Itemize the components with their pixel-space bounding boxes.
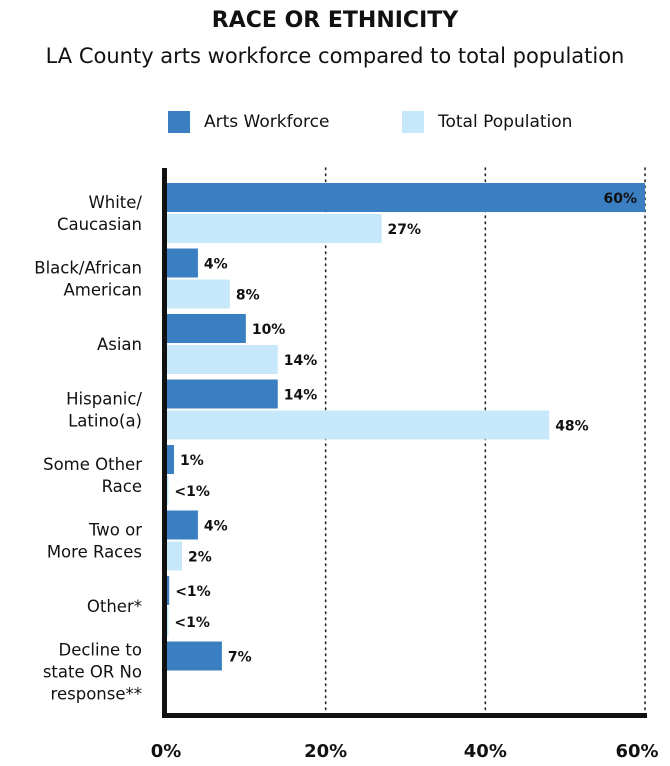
chart-subtitle: LA County arts workforce compared to tot… xyxy=(45,44,625,68)
category-label: Other* xyxy=(87,597,142,616)
data-label: 4% xyxy=(204,257,228,273)
bar-arts-workforce xyxy=(166,248,198,278)
category-label: Asian xyxy=(97,335,142,354)
category-label: American xyxy=(63,281,142,300)
data-label: 2% xyxy=(188,550,212,566)
bar-total-population xyxy=(166,279,230,309)
bar-arts-workforce xyxy=(166,445,174,474)
data-label: 10% xyxy=(252,322,286,338)
legend-swatch-total-population xyxy=(402,111,424,133)
category-label: state OR No xyxy=(43,663,142,682)
legend-swatch-arts-workforce xyxy=(168,111,190,133)
category-label: Two or xyxy=(88,521,142,540)
legend-label-arts-workforce: Arts Workforce xyxy=(204,112,330,132)
x-tick-label: 0% xyxy=(151,741,182,762)
category-label: Latino(a) xyxy=(68,412,142,431)
data-label: 27% xyxy=(388,222,422,238)
bar-arts-workforce xyxy=(166,510,198,540)
chart-title: RACE OR ETHNICITY xyxy=(211,8,459,33)
data-label: 8% xyxy=(236,288,260,304)
x-tick-label: 40% xyxy=(464,741,507,762)
bar-arts-workforce xyxy=(166,314,246,343)
bar-total-population xyxy=(166,476,169,505)
bar-arts-workforce xyxy=(166,576,170,605)
x-axis xyxy=(162,713,647,718)
bar-arts-workforce xyxy=(166,183,645,212)
category-label: response** xyxy=(51,685,142,704)
x-tick-label: 60% xyxy=(615,741,658,762)
data-label: 14% xyxy=(284,353,318,369)
data-label: 1% xyxy=(180,453,204,469)
bar-total-population xyxy=(166,541,182,571)
x-tick-label: 20% xyxy=(304,741,347,762)
data-label: <1% xyxy=(174,484,210,500)
legend-label-total-population: Total Population xyxy=(438,112,573,132)
bar-arts-workforce xyxy=(166,641,222,671)
data-label: 4% xyxy=(204,519,228,535)
category-label: More Races xyxy=(47,543,142,562)
category-label: Hispanic/ xyxy=(66,390,142,409)
bar-arts-workforce xyxy=(166,379,278,409)
bar-total-population xyxy=(166,410,550,440)
data-label: 7% xyxy=(228,650,252,666)
data-label: 60% xyxy=(603,191,637,207)
category-label: Some Other xyxy=(43,455,142,474)
category-label: Race xyxy=(102,477,142,496)
data-label: <1% xyxy=(175,584,211,600)
category-label: Black/African xyxy=(34,259,142,278)
bar-total-population xyxy=(166,607,169,636)
data-label: 14% xyxy=(284,388,318,404)
y-axis xyxy=(162,168,167,718)
data-label: 48% xyxy=(555,419,589,435)
bar-total-population xyxy=(166,345,278,374)
data-label: <1% xyxy=(174,615,210,631)
bar-total-population xyxy=(166,214,382,243)
category-label: Decline to xyxy=(58,641,142,660)
category-label: Caucasian xyxy=(57,215,142,234)
category-label: White/ xyxy=(88,193,142,212)
